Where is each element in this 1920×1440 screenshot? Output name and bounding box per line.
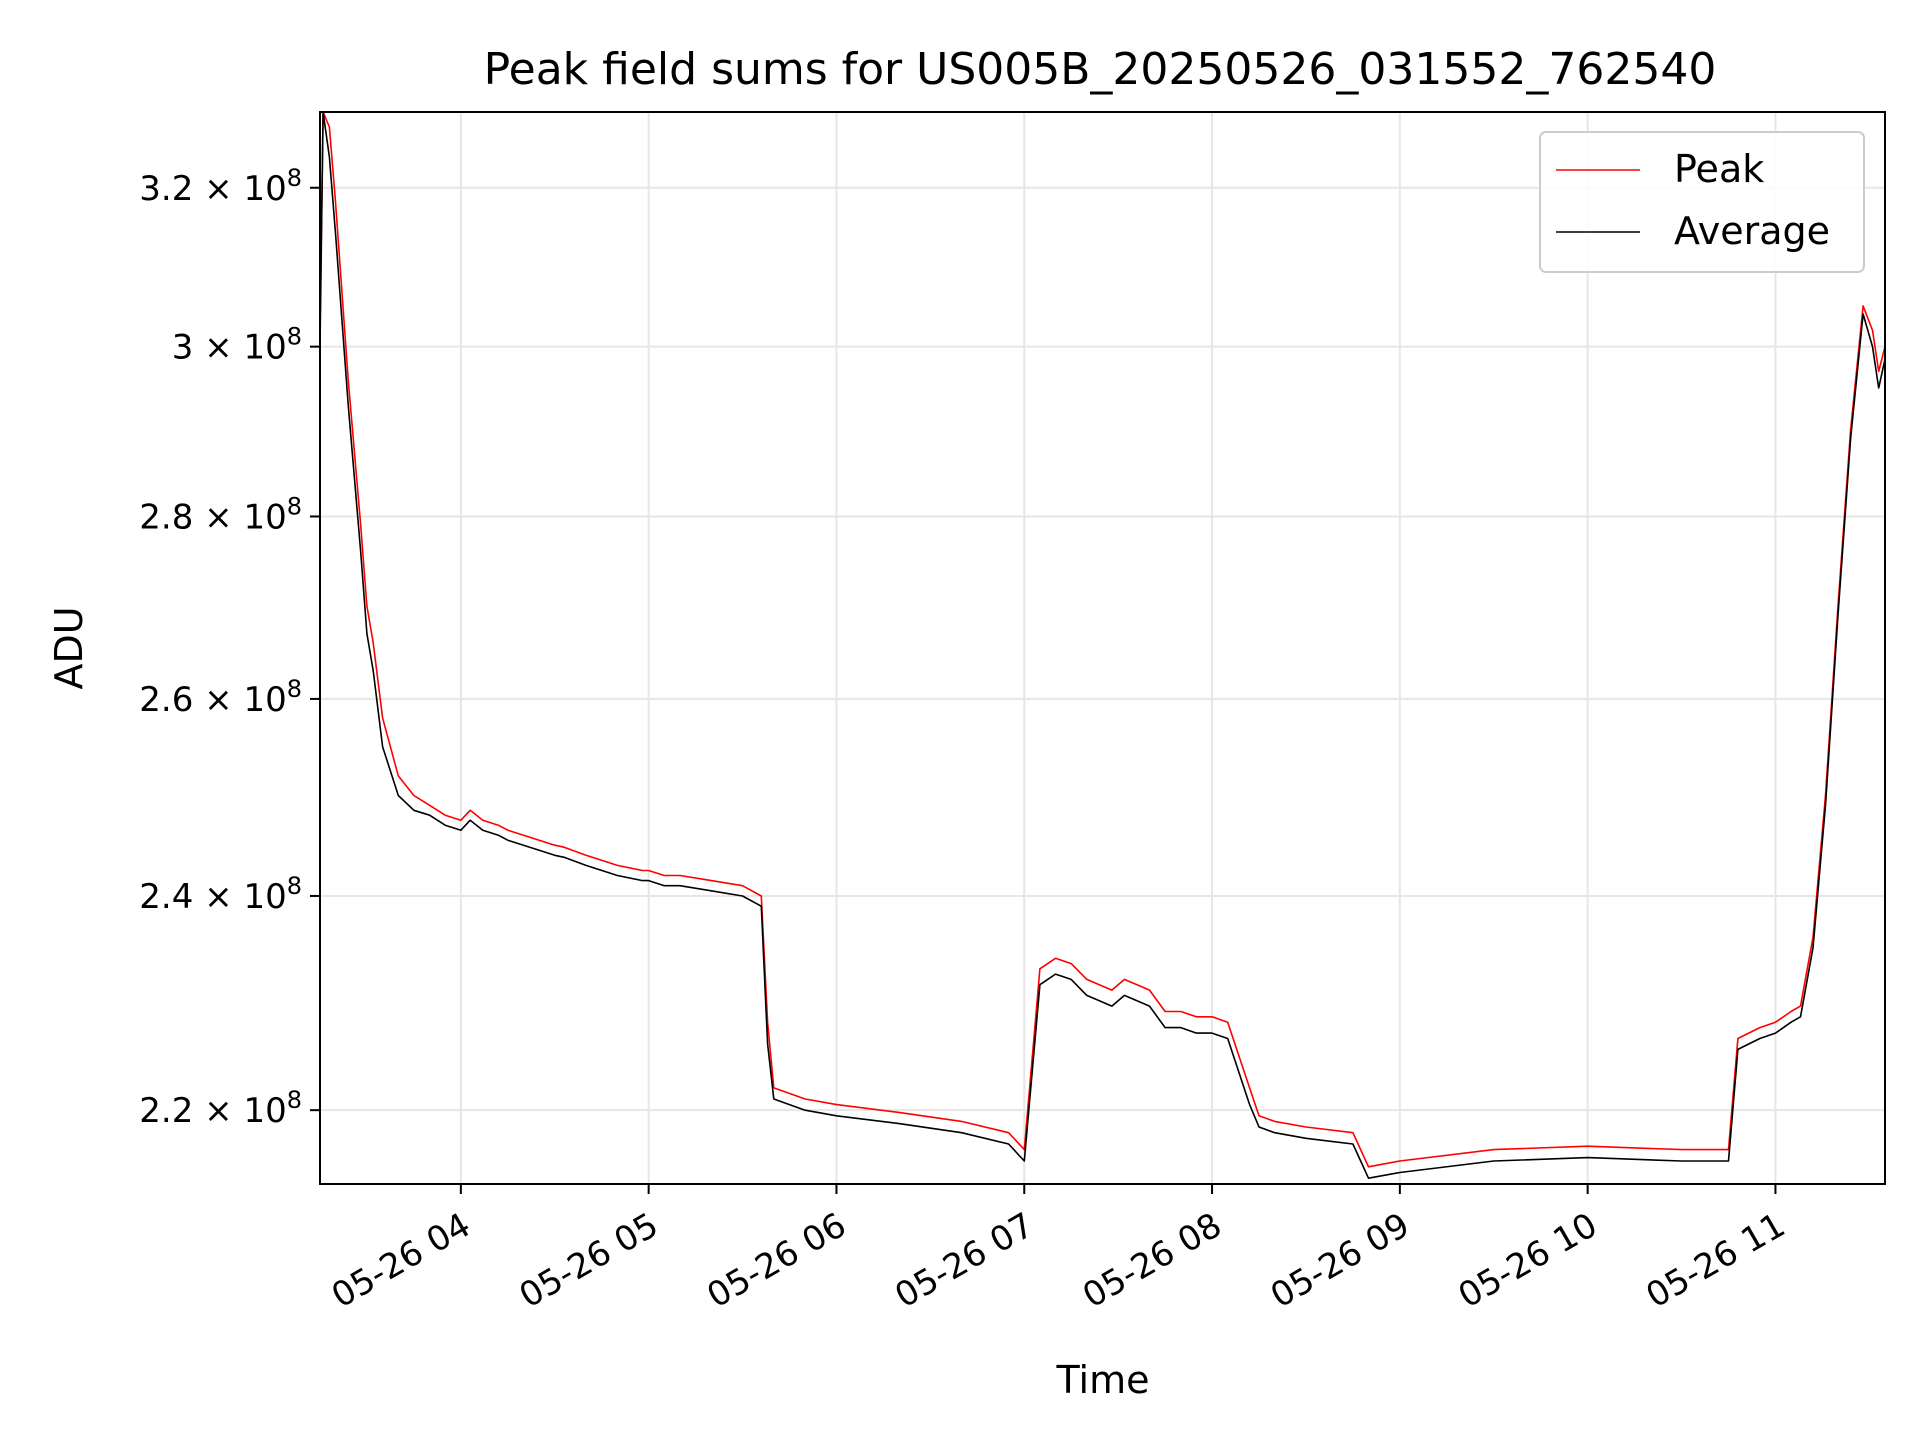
x-axis: 05-26 04 05-26 05 05-26 06 05-26 07 05-26 08… bbox=[325, 1184, 1792, 1316]
legend: Peak Average bbox=[1539, 131, 1865, 273]
series-line-peak bbox=[319, 111, 1886, 1168]
y-tick-label: 2.4 × 108 bbox=[139, 872, 302, 917]
legend-box bbox=[1539, 131, 1865, 273]
series-layer bbox=[319, 111, 1886, 1179]
x-tick-label: 05-26 04 bbox=[325, 1205, 477, 1316]
x-axis-label: Time bbox=[1056, 1358, 1150, 1402]
x-tick-label: 05-26 07 bbox=[888, 1205, 1040, 1316]
x-tick-label: 05-26 09 bbox=[1264, 1205, 1416, 1316]
x-tick-label: 05-26 11 bbox=[1640, 1205, 1792, 1316]
chart-title: Peak field sums for US005B_20250526_0315… bbox=[484, 44, 1717, 95]
y-tick-label: 2.2 × 108 bbox=[139, 1086, 302, 1131]
x-tick-label: 05-26 05 bbox=[513, 1205, 665, 1316]
x-tick-label: 05-26 08 bbox=[1076, 1205, 1228, 1316]
legend-label-average: Average bbox=[1674, 209, 1830, 253]
y-tick-label: 3.2 × 108 bbox=[139, 164, 302, 209]
y-tick-label: 2.8 × 108 bbox=[139, 492, 302, 537]
plot-area-border bbox=[319, 111, 1886, 1185]
y-tick-label: 2.6 × 108 bbox=[139, 675, 302, 720]
y-axis-label: ADU bbox=[47, 606, 91, 689]
y-tick-label: 3 × 108 bbox=[172, 323, 302, 368]
legend-label-peak: Peak bbox=[1674, 147, 1764, 191]
y-axis: 2.2 × 108 2.4 × 108 2.6 × 108 2.8 × 108 3 × … bbox=[139, 164, 320, 1131]
x-tick-label: 05-26 10 bbox=[1452, 1205, 1604, 1316]
x-tick-label: 05-26 06 bbox=[701, 1205, 853, 1316]
series-line-average bbox=[319, 111, 1886, 1179]
